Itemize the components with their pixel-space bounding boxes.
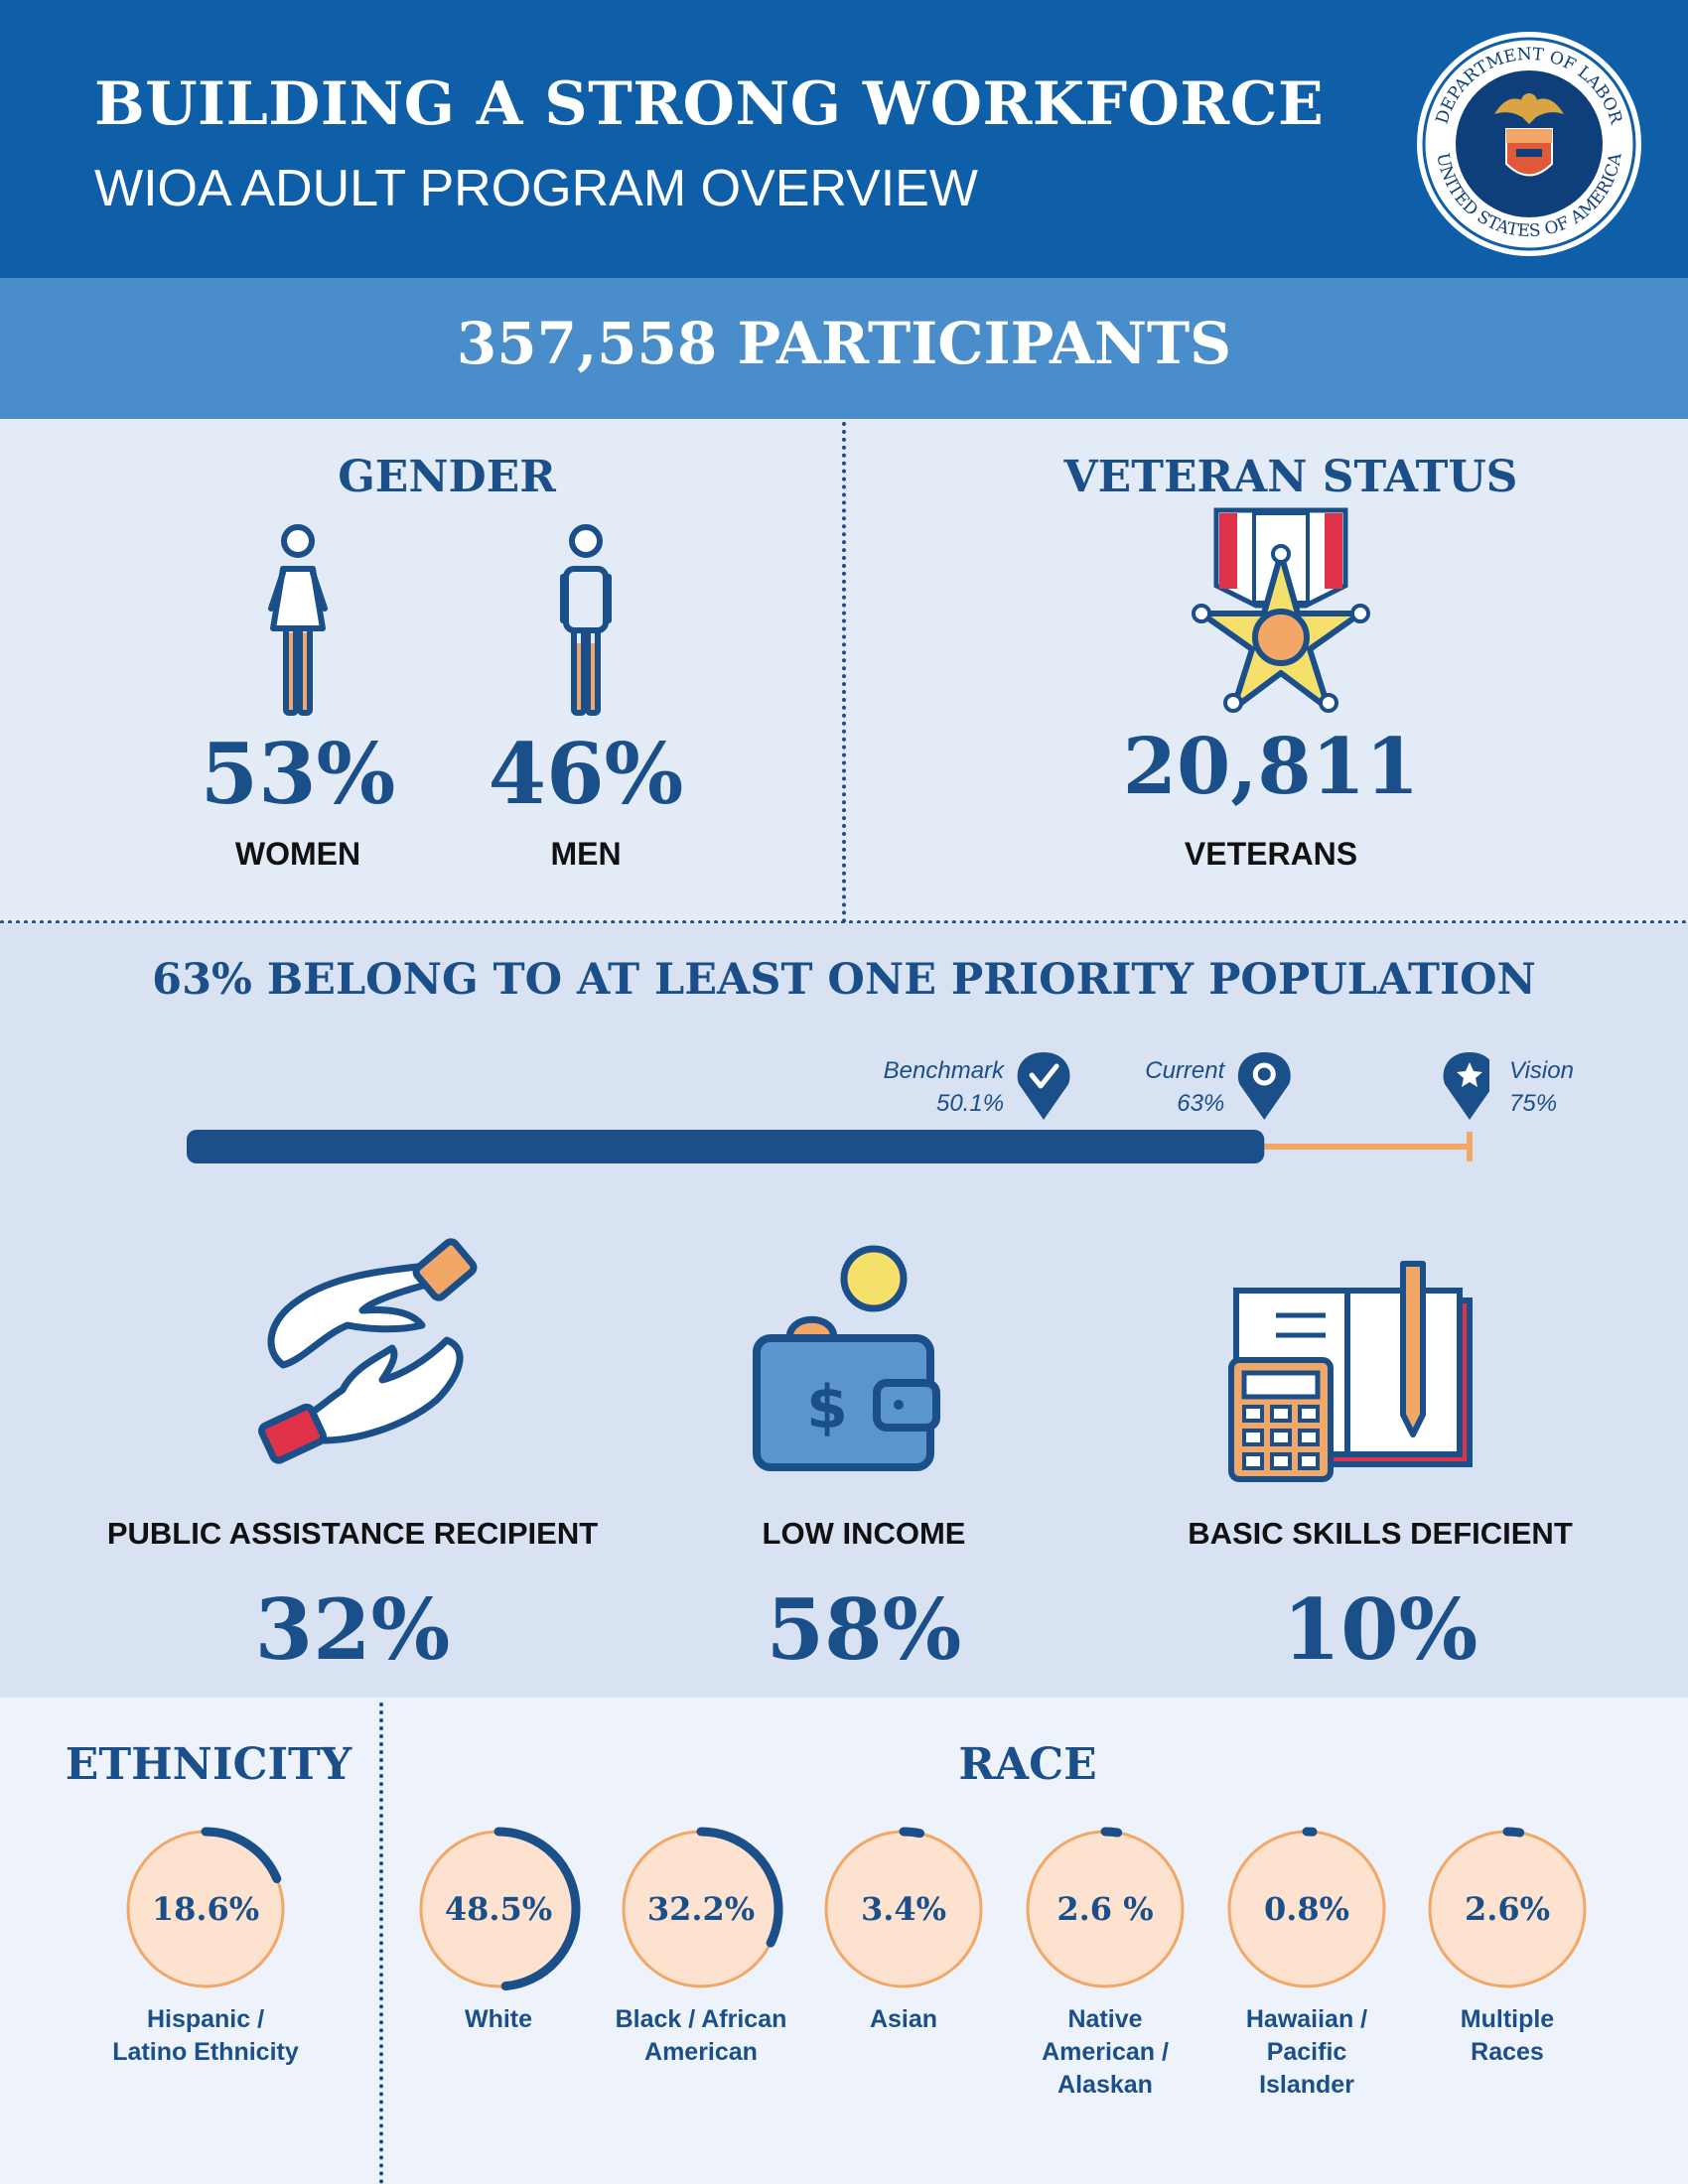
- donut-chart: 32.2%: [617, 1825, 785, 1993]
- women-percent: 53%: [200, 725, 396, 823]
- donut-arc: [1023, 1827, 1188, 1991]
- donut-value: 0.8%: [1263, 1890, 1350, 1928]
- donut-label-line: Native: [1067, 2005, 1143, 2033]
- donut-label-line: Races: [1471, 2038, 1544, 2066]
- priority-heading: 63% BELONG TO AT LEAST ONE PRIORITY POPU…: [152, 955, 1536, 1005]
- svg-text:$: $: [806, 1373, 848, 1442]
- donut-label: Hispanic / Latino Ethnicity: [96, 2003, 315, 2069]
- donut-label-line: Asian: [869, 2005, 938, 2033]
- vision-value: 75%: [1509, 1090, 1558, 1117]
- donut-chart: 18.6%: [121, 1825, 290, 1993]
- donut-arc: [1224, 1827, 1389, 1991]
- men-label: MEN: [550, 836, 622, 872]
- donut-label-line: Alaskan: [1057, 2071, 1153, 2099]
- woman-icon: [268, 524, 328, 716]
- donut-label-line: Multiple: [1460, 2005, 1555, 2033]
- page-title: BUILDING A STRONG WORKFORCE: [94, 69, 1325, 139]
- donut-label: Multiple Races: [1398, 2003, 1617, 2069]
- section-divider: [379, 1703, 383, 2184]
- donut-arc: [123, 1827, 288, 1991]
- donut-ring: [619, 1827, 783, 1991]
- donut-value: 3.4%: [860, 1890, 947, 1928]
- donut-label-line: American /: [1042, 2038, 1169, 2066]
- donut-value: 18.6%: [151, 1890, 260, 1928]
- donut-arc: [619, 1827, 783, 1991]
- donut-label-line: White: [464, 2005, 533, 2033]
- donut-ring: [821, 1827, 986, 1991]
- benchmark-name: Benchmark: [883, 1057, 1005, 1084]
- donut-label-line: Black / African: [615, 2005, 787, 2033]
- donut-value: 2.6%: [1464, 1890, 1551, 1928]
- donut-chart: 48.5%: [414, 1825, 583, 1993]
- veteran-heading: VETERAN STATUS: [1063, 452, 1518, 502]
- ethnicity-heading: ETHNICITY: [65, 1739, 352, 1790]
- header-bar: [0, 0, 1688, 278]
- women-label: WOMEN: [234, 836, 361, 872]
- low-income-label: LOW INCOME: [762, 1516, 966, 1551]
- department-of-labor-seal: DEPARTMENT OF LABOR UNITED STATES OF AME…: [1417, 32, 1641, 256]
- current-pin-icon: [1237, 1052, 1291, 1120]
- vision-name: Vision: [1509, 1057, 1574, 1084]
- benchmark-pin-icon: [1017, 1052, 1070, 1120]
- donut-chart: 3.4%: [819, 1825, 988, 1993]
- donut-chart: 2.6 %: [1021, 1825, 1190, 1993]
- vision-pin-icon: [1443, 1052, 1489, 1120]
- donut-label-line: American: [644, 2038, 758, 2066]
- donut-label-line: Islander: [1259, 2071, 1354, 2099]
- participants-count: 357,558 PARTICIPANTS: [456, 310, 1232, 377]
- donut-label-line: Pacific: [1266, 2038, 1347, 2066]
- donut-label: Asian: [794, 2003, 1013, 2036]
- wallet-icon: $: [753, 1245, 940, 1471]
- current-label: Current 63%: [1065, 1054, 1224, 1120]
- low-income-value: 58%: [766, 1580, 962, 1679]
- priority-progress-bar: [187, 1052, 1489, 1163]
- medal-icon: [1192, 507, 1370, 713]
- gender-heading: GENDER: [338, 452, 556, 502]
- page-subtitle: WIOA ADULT PROGRAM OVERVIEW: [94, 160, 978, 217]
- calculator-book-icon: [1228, 1261, 1473, 1482]
- current-value: 63%: [1177, 1090, 1225, 1117]
- basic-skills-value: 10%: [1282, 1580, 1478, 1679]
- section-divider: [0, 920, 1688, 924]
- donut-ring: [123, 1827, 288, 1991]
- benchmark-label: Benchmark 50.1%: [845, 1054, 1004, 1120]
- participants-banner: [0, 278, 1688, 419]
- donut-ring: [1224, 1827, 1389, 1991]
- donut-chart: 2.6%: [1423, 1825, 1592, 1993]
- donut-label-line: Latino Ethnicity: [112, 2038, 299, 2066]
- vision-label: Vision 75%: [1509, 1054, 1668, 1120]
- donut-value: 48.5%: [444, 1890, 553, 1928]
- benchmark-value: 50.1%: [935, 1090, 1005, 1117]
- donut-label: Black / African American: [592, 2003, 810, 2069]
- donut-value: 2.6 %: [1056, 1890, 1154, 1928]
- donut-label: Hawaiian / Pacific Islander: [1197, 2003, 1416, 2102]
- donut-arc: [416, 1827, 581, 1991]
- donut-ring: [1425, 1827, 1590, 1991]
- section-divider: [842, 422, 846, 923]
- public-assistance-value: 32%: [254, 1580, 451, 1679]
- donut-ring: [416, 1827, 581, 1991]
- public-assistance-label: PUBLIC ASSISTANCE RECIPIENT: [106, 1516, 599, 1551]
- race-heading: RACE: [958, 1739, 1097, 1790]
- donut-value: 32.2%: [646, 1890, 756, 1928]
- veterans-count: 20,811: [1122, 722, 1420, 812]
- current-name: Current: [1145, 1057, 1225, 1084]
- veterans-label: VETERANS: [1184, 836, 1358, 872]
- donut-chart: 0.8%: [1222, 1825, 1391, 1993]
- donut-arc: [1425, 1827, 1590, 1991]
- donut-label: Native American / Alaskan: [996, 2003, 1214, 2102]
- donut-label-line: Hawaiian /: [1245, 2005, 1368, 2033]
- helping-hands-icon: [258, 1238, 478, 1464]
- donut-arc: [821, 1827, 986, 1991]
- donut-label-line: Hispanic /: [146, 2005, 265, 2033]
- donut-ring: [1023, 1827, 1188, 1991]
- men-percent: 46%: [488, 725, 684, 823]
- man-icon: [560, 524, 612, 716]
- donut-label: White: [389, 2003, 608, 2036]
- basic-skills-label: BASIC SKILLS DEFICIENT: [1188, 1516, 1573, 1551]
